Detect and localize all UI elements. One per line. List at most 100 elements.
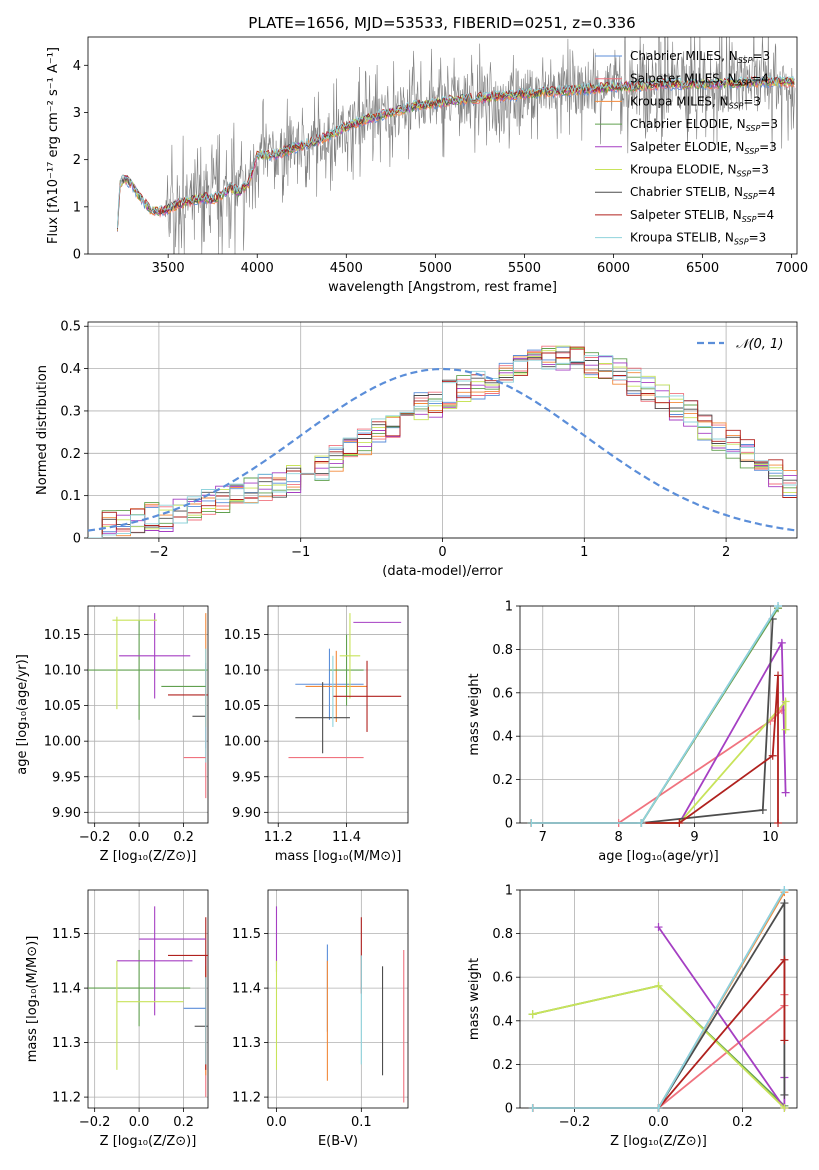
legend-label-salpeter_elodie: Salpeter ELODIE, NSSP=3 [630, 140, 777, 156]
x-tick-label: 2 [722, 545, 730, 560]
y-tick-label: 10.05 [224, 699, 261, 714]
series-marker-kroupa_stelib [774, 602, 783, 610]
y-tick-label: 0.6 [492, 971, 513, 986]
x-tick-label: 0.0 [129, 1115, 150, 1130]
y-tick-label: 9.90 [52, 806, 81, 821]
y-axis-label: mass weight [467, 673, 482, 755]
y-tick-label: 11.4 [52, 982, 81, 997]
series-marker-kroupa_elodie [528, 1010, 537, 1019]
y-tick-label: 0 [505, 817, 513, 832]
y-tick-label: 0.4 [492, 1014, 513, 1029]
series-marker-kroupa_elodie [780, 1104, 789, 1112]
legend-value: =3 [749, 231, 767, 245]
y-tick-label: 10.10 [44, 664, 81, 679]
legend-subscript: SSP [744, 147, 759, 156]
x-axis-label: (data-model)/error [382, 564, 503, 579]
series-marker-salpeter_elodie [777, 638, 786, 647]
y-tick-label: 3 [73, 106, 81, 121]
legend-label-salpeter_miles: Salpeter MILES, NSSP=4 [630, 72, 769, 88]
x-tick-label: 8 [615, 830, 623, 845]
x-tick-label: 1 [580, 545, 588, 560]
mass_vs_ebv-panel: 0.0 0.1 11.2 11.3 11.4 11.5 E(B-V) [232, 889, 409, 1149]
x-tick-label: 7000 [775, 261, 808, 276]
histogram-salpeter_elodie [88, 354, 797, 538]
legend-subscript: SSP [746, 124, 761, 133]
axes-frame [87, 889, 209, 1109]
series-marker-salpeter_elodie [781, 788, 790, 797]
axes-frame [87, 36, 798, 255]
y-tick-label: 10.10 [224, 664, 261, 679]
massweight_vs_age-panel: 7 8 9 10 0 0.2 0.4 0.6 0.8 1 age [log₁₀(age/yr)] ma… [467, 600, 798, 864]
y-tick-label: 4 [73, 59, 81, 74]
y-tick-label: 11.3 [232, 1036, 261, 1051]
x-tick-label: 0.2 [732, 1115, 753, 1130]
legend-subscript: SSP [738, 56, 753, 65]
x-tick-label: 6000 [597, 261, 630, 276]
y-tick-label: 0.4 [60, 362, 81, 377]
x-tick-label: 6500 [686, 261, 719, 276]
series-marker-salpeter_stelib [780, 955, 789, 964]
series-marker-kroupa_stelib [780, 886, 789, 894]
y-tick-label: 10.15 [224, 628, 261, 643]
y-tick-label: 11.2 [232, 1091, 261, 1106]
y-tick-label: 11.2 [52, 1091, 81, 1106]
legend-value: =3 [743, 94, 761, 108]
series-marker-kroupa_stelib [527, 819, 536, 827]
y-tick-label: 0.2 [492, 773, 513, 788]
x-tick-label: 9 [690, 830, 698, 845]
axes-frame [87, 605, 209, 824]
normal-curve [87, 367, 798, 532]
y-tick-label: 0 [73, 532, 81, 547]
series-marker-kroupa_stelib [528, 1104, 537, 1112]
x-tick-label: 0.0 [266, 1115, 287, 1130]
y-tick-label: 0.5 [60, 320, 81, 335]
x-tick-label: 5000 [419, 261, 452, 276]
legend-label-salpeter_stelib: Salpeter STELIB, NSSP=4 [630, 208, 774, 224]
y-axis-label: Normed distribution [35, 365, 50, 495]
histogram-chabrier_elodie [88, 348, 797, 538]
legend-label-kroupa_stelib: Kroupa STELIB, NSSP=3 [630, 231, 766, 247]
x-axis-label: Z [log₁₀(Z/Z⊙)] [100, 849, 197, 864]
legend-label-chabrier_stelib: Chabrier STELIB, NSSP=4 [630, 185, 775, 201]
histogram-kroupa_miles [88, 352, 797, 538]
series-marker-kroupa_stelib [637, 819, 646, 827]
histogram-chabrier_stelib [88, 351, 797, 538]
x-tick-label: 10 [762, 830, 779, 845]
x-tick-label: −0.2 [79, 1115, 111, 1130]
x-tick-label: 0.2 [173, 830, 194, 845]
x-tick-label: 5500 [508, 261, 541, 276]
series-marker-kroupa_elodie [781, 697, 790, 706]
x-tick-label: 4500 [330, 261, 363, 276]
y-tick-label: 11.5 [232, 927, 261, 942]
y-tick-label: 0.3 [60, 404, 81, 419]
y-tick-label: 11.5 [52, 927, 81, 942]
legend-subscript: SSP [737, 79, 752, 88]
series-marker-kroupa_elodie [781, 725, 790, 734]
x-tick-label: 0.2 [173, 1115, 194, 1130]
y-axis-label: mass weight [467, 958, 482, 1040]
y-tick-label: 0.4 [492, 730, 513, 745]
x-tick-label: 11.2 [264, 830, 293, 845]
legend-subscript: SSP [743, 192, 758, 201]
y-tick-label: 0.2 [60, 447, 81, 462]
legend-label-chabrier_miles: Chabrier MILES, NSSP=3 [630, 49, 770, 65]
y-tick-label: 0.1 [60, 489, 81, 504]
legend-label-kroupa_elodie: Kroupa ELODIE, NSSP=3 [630, 163, 769, 179]
y-tick-label: 10.15 [44, 628, 81, 643]
y-tick-label: 10.00 [224, 735, 261, 750]
y-tick-label: 9.95 [52, 770, 81, 785]
y-axis-label: mass [log₁₀(M/M⊙)] [25, 936, 40, 1063]
histogram-kroupa_elodie [88, 345, 797, 538]
legend-value: =4 [751, 72, 769, 86]
y-tick-label: 0 [73, 248, 81, 263]
series-marker-salpeter_stelib [774, 819, 783, 827]
series-marker-salpeter_elodie [654, 923, 663, 932]
series-marker-salpeter_stelib [780, 1036, 789, 1045]
x-tick-label: −0.2 [559, 1115, 591, 1130]
series-marker-kroupa_stelib [654, 1104, 663, 1112]
y-axis-label: age [log₁₀(age/yr)] [15, 654, 30, 775]
x-axis-label: mass [log₁₀(M/M⊙)] [275, 849, 402, 864]
y-tick-label: 0.6 [492, 686, 513, 701]
spectrum-panel: 3500 4000 4500 5000 5500 6000 6500 7000 0 1 2 3 4 wav… [46, 36, 808, 295]
